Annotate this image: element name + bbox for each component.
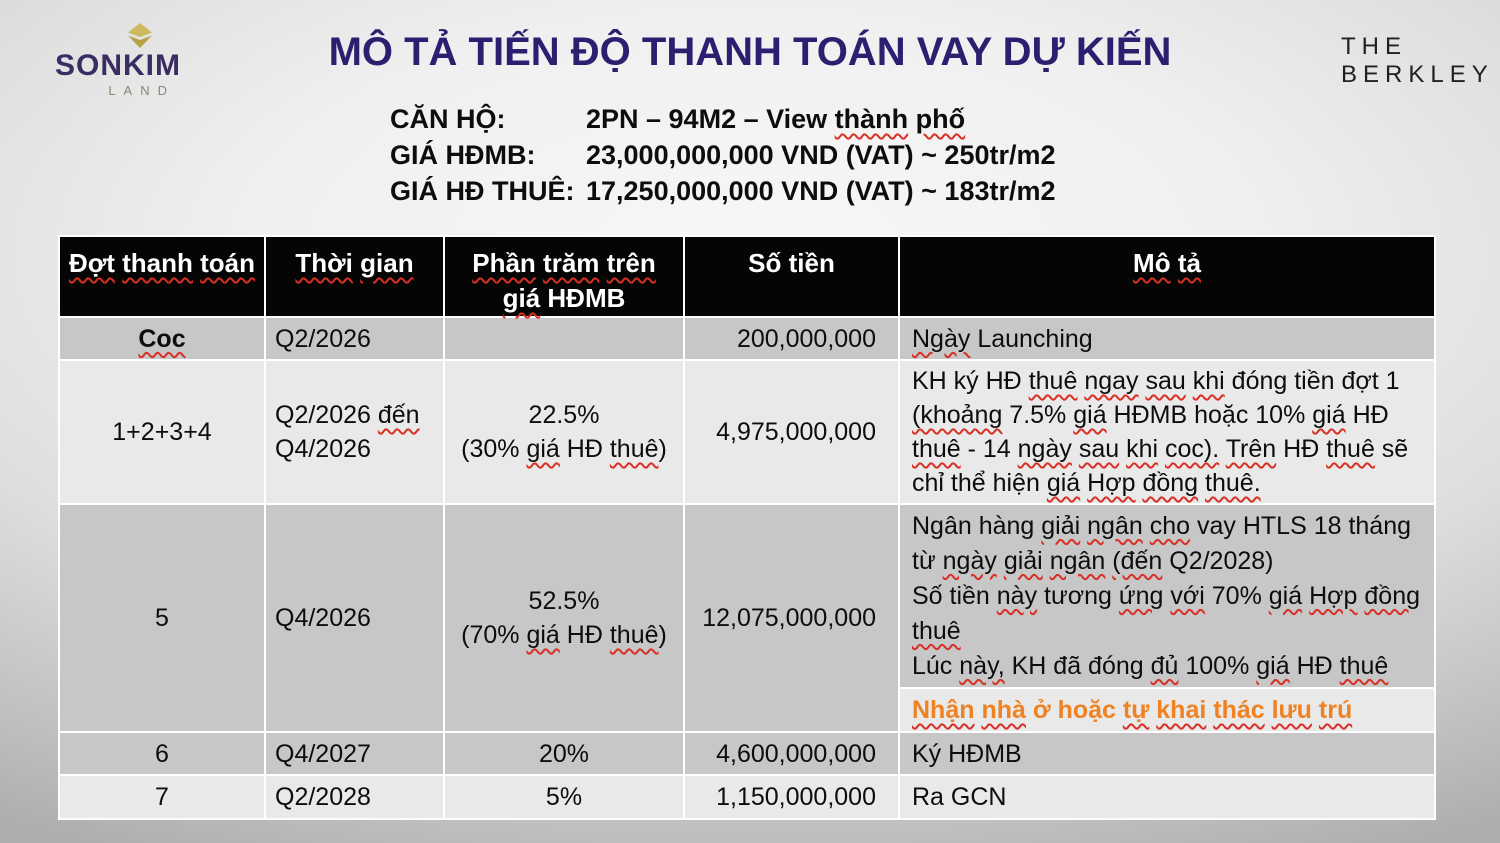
info-label: GIÁ HĐMB: (390, 140, 536, 170)
coc-installment: Coc (58, 316, 266, 361)
info-row-hdmb-price: GIÁ HĐMB: 23,000,000,000 VND (VAT) ~ 250… (390, 137, 1056, 173)
table-row-dot-1-2-3-4: 1+2+3+4 Q2/2026 đến Q4/2026 22.5% (30% giá H… (58, 359, 1436, 505)
column-header-percent: Phần trăm trên giá HĐMB (443, 235, 685, 318)
dot-7-installment: 7 (58, 774, 266, 820)
info-label: GIÁ HĐ THUÊ: (390, 176, 575, 206)
column-header-time: Thời gian (264, 235, 445, 318)
info-value: 2PN – 94M2 – View thành phố (586, 104, 966, 134)
table-body: Coc Q2/2026 200,000,000 Ngày Launching 1+2+3… (58, 316, 1436, 820)
dot-5-amount: 12,075,000,000 (683, 503, 900, 733)
dot-7-amount: 1,150,000,000 (683, 774, 900, 820)
berkley-logo-line1: THE (1341, 33, 1407, 60)
info-label: CĂN HỘ: (390, 104, 506, 134)
dot-1-2-3-4-installment: 1+2+3+4 (58, 359, 266, 505)
dot-6-description: Ký HĐMB (898, 731, 1436, 776)
column-header-installment: Đợt thanh toán (58, 235, 266, 318)
sonkim-logo: SONKIM LAND (55, 22, 181, 98)
dot-7-percent: 5% (443, 774, 685, 820)
table-row-dot-6: 6 Q4/2027 20% 4,600,000,000 Ký HĐMB (58, 731, 1436, 776)
dot-1-2-3-4-percent: 22.5% (30% giá HĐ thuê) (443, 359, 685, 505)
table-row-coc: Coc Q2/2026 200,000,000 Ngày Launching (58, 316, 1436, 361)
coc-amount: 200,000,000 (683, 316, 900, 361)
unit-info: CĂN HỘ: 2PN – 94M2 – View thành phố GIÁ … (390, 101, 1056, 209)
table-row-dot-5: 5 Q4/2026 52.5% (70% giá HĐ thuê) 12,075,000… (58, 503, 1436, 733)
column-header-amount: Số tiền (683, 235, 900, 318)
dot-1-2-3-4-time: Q2/2026 đến Q4/2026 (264, 359, 445, 505)
dot-1-2-3-4-description: KH ký HĐ thuê ngay sau khi đóng tiền đợt… (898, 359, 1436, 505)
dot-5-description: Ngân hàng giải ngân cho vay HTLS 18 thán… (898, 503, 1436, 689)
info-value: 17,250,000,000 VND (VAT) ~ 183tr/m2 (586, 176, 1056, 206)
dot-5-installment: 5 (58, 503, 266, 733)
berkley-logo: THE BERKLEY (1341, 33, 1494, 89)
dot-6-percent: 20% (443, 731, 685, 776)
dot-6-amount: 4,600,000,000 (683, 731, 900, 776)
handover-note-description: Nhận nhà ở hoặc tự khai thác lưu trú (898, 687, 1436, 733)
table-header-row: Đợt thanh toán Thời gian Phần trăm trên giá… (58, 235, 1436, 318)
info-value: 23,000,000,000 VND (VAT) ~ 250tr/m2 (586, 140, 1056, 170)
dot-5-time: Q4/2026 (264, 503, 445, 733)
dot-7-time: Q2/2028 (264, 774, 445, 820)
info-row-lease-price: GIÁ HĐ THUÊ: 17,250,000,000 VND (VAT) ~ … (390, 173, 1056, 209)
info-row-unit: CĂN HỘ: 2PN – 94M2 – View thành phố (390, 101, 1056, 137)
table-row-handover-note: Nhận nhà ở hoặc tự khai thác lưu trú (59, 687, 1436, 733)
dot-6-installment: 6 (58, 731, 266, 776)
coc-percent (443, 316, 685, 361)
berkley-logo-line2: BERKLEY (1341, 61, 1494, 88)
coc-time: Q2/2026 (264, 316, 445, 361)
sonkim-logo-subtext: LAND (108, 83, 175, 98)
dot-1-2-3-4-amount: 4,975,000,000 (683, 359, 900, 505)
sonkim-logo-text: SONKIM (55, 49, 181, 82)
table-row-dot-7: 7 Q2/2028 5% 1,150,000,000 Ra GCN (58, 774, 1436, 820)
coc-description: Ngày Launching (898, 316, 1436, 361)
page-title: MÔ TẢ TIẾN ĐỘ THANH TOÁN VAY DỰ KIẾN (328, 30, 1172, 74)
dot-6-time: Q4/2027 (264, 731, 445, 776)
dot-7-description: Ra GCN (898, 774, 1436, 820)
payment-table: Đợt thanh toán Thời gian Phần trăm trên giá… (58, 235, 1436, 820)
column-header-description: Mô tả (898, 235, 1436, 318)
sonkim-logo-diamond-icon (128, 23, 152, 48)
dot-5-percent: 52.5% (70% giá HĐ thuê) (443, 503, 685, 733)
